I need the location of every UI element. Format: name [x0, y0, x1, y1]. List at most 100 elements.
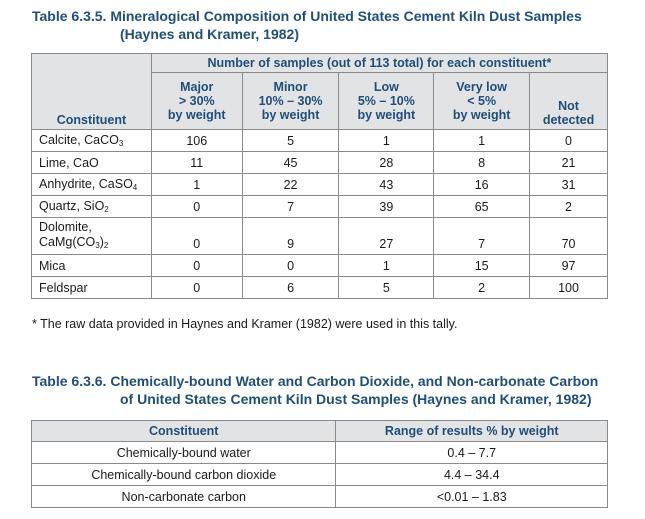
- cell-minor: 0: [241, 254, 340, 277]
- subscript: 2: [103, 240, 109, 250]
- table1-title: Table 6.3.5. Mineralogical Composition o…: [32, 7, 582, 43]
- header-constituent-label: Constituent: [56, 113, 127, 127]
- header-label: by weight: [452, 108, 511, 122]
- constituent-name: Quartz, SiO: [39, 199, 105, 213]
- cell-low: 1: [338, 129, 435, 152]
- cell-not-detected: 21: [529, 151, 608, 174]
- table-row: Anhydrite, CaSO4 1 22 43 16 31: [31, 173, 608, 196]
- cell-minor: 9: [241, 217, 340, 255]
- table-row: Lime, CaO 11 45 28 8 21: [31, 151, 608, 174]
- header-very-low: Very low < 5% by weight: [433, 72, 531, 130]
- row-constituent: Anhydrite, CaSO4: [31, 173, 152, 196]
- cell-low: 5: [338, 276, 435, 299]
- row-constituent: Mica: [31, 254, 152, 277]
- cell-not-detected: 97: [529, 254, 608, 277]
- header-label: detected: [542, 113, 595, 127]
- header-label: by weight: [167, 108, 226, 122]
- cell-very-low: 65: [433, 195, 531, 218]
- header-constituent: Constituent: [31, 53, 152, 130]
- formula-part: ): [99, 234, 104, 249]
- table1-footnote: * The raw data provided in Haynes and Kr…: [32, 317, 458, 331]
- cell-low: 1: [338, 254, 435, 277]
- header-label: < 5%: [467, 94, 497, 108]
- cell-very-low: 15: [433, 254, 531, 277]
- cell-very-low: 2: [433, 276, 531, 299]
- table-row: Chemically-bound water 0.4 – 7.7: [30, 441, 608, 464]
- table1-title-line2: (Haynes and Kramer, 1982): [120, 26, 299, 42]
- cell-low: 27: [338, 217, 435, 255]
- mineral-composition-table: Constituent Number of samples (out of 11…: [31, 53, 609, 299]
- cell-very-low: 16: [433, 173, 531, 196]
- table2-title: Table 6.3.6. Chemically-bound Water and …: [32, 372, 598, 408]
- cell-low: 28: [338, 151, 435, 174]
- row-constituent: Quartz, SiO2: [31, 195, 152, 218]
- header-range: Range of results % by weight: [335, 420, 608, 442]
- subscript: 2: [104, 205, 109, 214]
- header-low: Low 5% – 10% by weight: [338, 72, 435, 130]
- cell-minor: 5: [241, 129, 340, 152]
- header-constituent: Constituent: [30, 420, 337, 442]
- row-constituent: Feldspar: [31, 276, 152, 299]
- table-row: Feldspar 0 6 5 2 100: [31, 276, 608, 299]
- header-label: 5% – 10%: [357, 94, 415, 108]
- constituent-name: Dolomite,: [39, 219, 92, 234]
- cell-minor: 6: [241, 276, 340, 299]
- row-constituent: Chemically-bound carbon dioxide: [30, 463, 337, 486]
- row-constituent: Calcite, CaCO3: [31, 129, 152, 152]
- cell-major: 0: [150, 254, 243, 277]
- cell-low: 39: [338, 195, 435, 218]
- cell-not-detected: 70: [529, 217, 608, 255]
- header-label: Very low: [456, 80, 508, 94]
- header-not-detected: Not detected: [529, 72, 608, 130]
- cell-major: 106: [150, 129, 243, 152]
- table-row: Chemically-bound carbon dioxide 4.4 – 34…: [30, 463, 608, 486]
- row-constituent: Non-carbonate carbon: [30, 485, 337, 508]
- constituent-formula: CaMg(CO3)2: [39, 235, 151, 253]
- header-group: Number of samples (out of 113 total) for…: [150, 53, 609, 73]
- cell-very-low: 8: [433, 151, 531, 174]
- cell-very-low: 1: [433, 129, 531, 152]
- header-minor: Minor 10% – 30% by weight: [241, 72, 340, 130]
- cell-minor: 22: [241, 173, 340, 196]
- row-range: 0.4 – 7.7: [335, 441, 608, 464]
- cell-major: 0: [150, 195, 243, 218]
- table-row: Mica 0 0 1 15 97: [31, 254, 608, 277]
- subscript: 3: [118, 139, 124, 148]
- table-row: Non-carbonate carbon <0.01 – 1.83: [30, 485, 608, 508]
- table2-title-line1: Table 6.3.6. Chemically-bound Water and …: [32, 373, 599, 389]
- bound-water-carbon-table: Constituent Range of results % by weight…: [30, 420, 608, 508]
- header-label: Low: [373, 80, 399, 94]
- row-constituent: Lime, CaO: [31, 151, 152, 174]
- header-label: 10% – 30%: [258, 94, 323, 108]
- cell-minor: 7: [241, 195, 340, 218]
- row-range: <0.01 – 1.83: [335, 485, 608, 508]
- table1-title-line1: Table 6.3.5. Mineralogical Composition o…: [32, 8, 582, 24]
- row-range: 4.4 – 34.4: [335, 463, 608, 486]
- header-label: Major: [180, 80, 214, 94]
- row-constituent: Dolomite, CaMg(CO3)2: [31, 217, 152, 255]
- cell-not-detected: 100: [529, 276, 608, 299]
- table-row: Dolomite, CaMg(CO3)2 0 9 27 7 70: [31, 217, 608, 255]
- header-label: Minor: [273, 80, 308, 94]
- row-constituent: Chemically-bound water: [30, 441, 337, 464]
- table-row: Calcite, CaCO3 106 5 1 1 0: [31, 129, 608, 152]
- header-label: by weight: [357, 108, 416, 122]
- constituent-name: Calcite, CaCO: [39, 133, 119, 147]
- header-label: > 30%: [178, 94, 215, 108]
- cell-minor: 45: [241, 151, 340, 174]
- cell-not-detected: 0: [529, 129, 608, 152]
- header-label: by weight: [261, 108, 320, 122]
- table2-title-line2: of United States Cement Kiln Dust Sample…: [120, 391, 592, 407]
- cell-not-detected: 31: [529, 173, 608, 196]
- cell-major: 0: [150, 217, 243, 255]
- cell-low: 43: [338, 173, 435, 196]
- header-major: Major > 30% by weight: [150, 72, 243, 130]
- subscript: 3: [95, 240, 100, 250]
- cell-not-detected: 2: [529, 195, 608, 218]
- constituent-name: Anhydrite, CaSO: [39, 177, 133, 191]
- formula-part: CaMg(CO: [39, 234, 96, 249]
- cell-very-low: 7: [433, 217, 531, 255]
- cell-major: 11: [150, 151, 243, 174]
- cell-major: 1: [150, 173, 243, 196]
- table-row: Quartz, SiO2 0 7 39 65 2: [31, 195, 608, 218]
